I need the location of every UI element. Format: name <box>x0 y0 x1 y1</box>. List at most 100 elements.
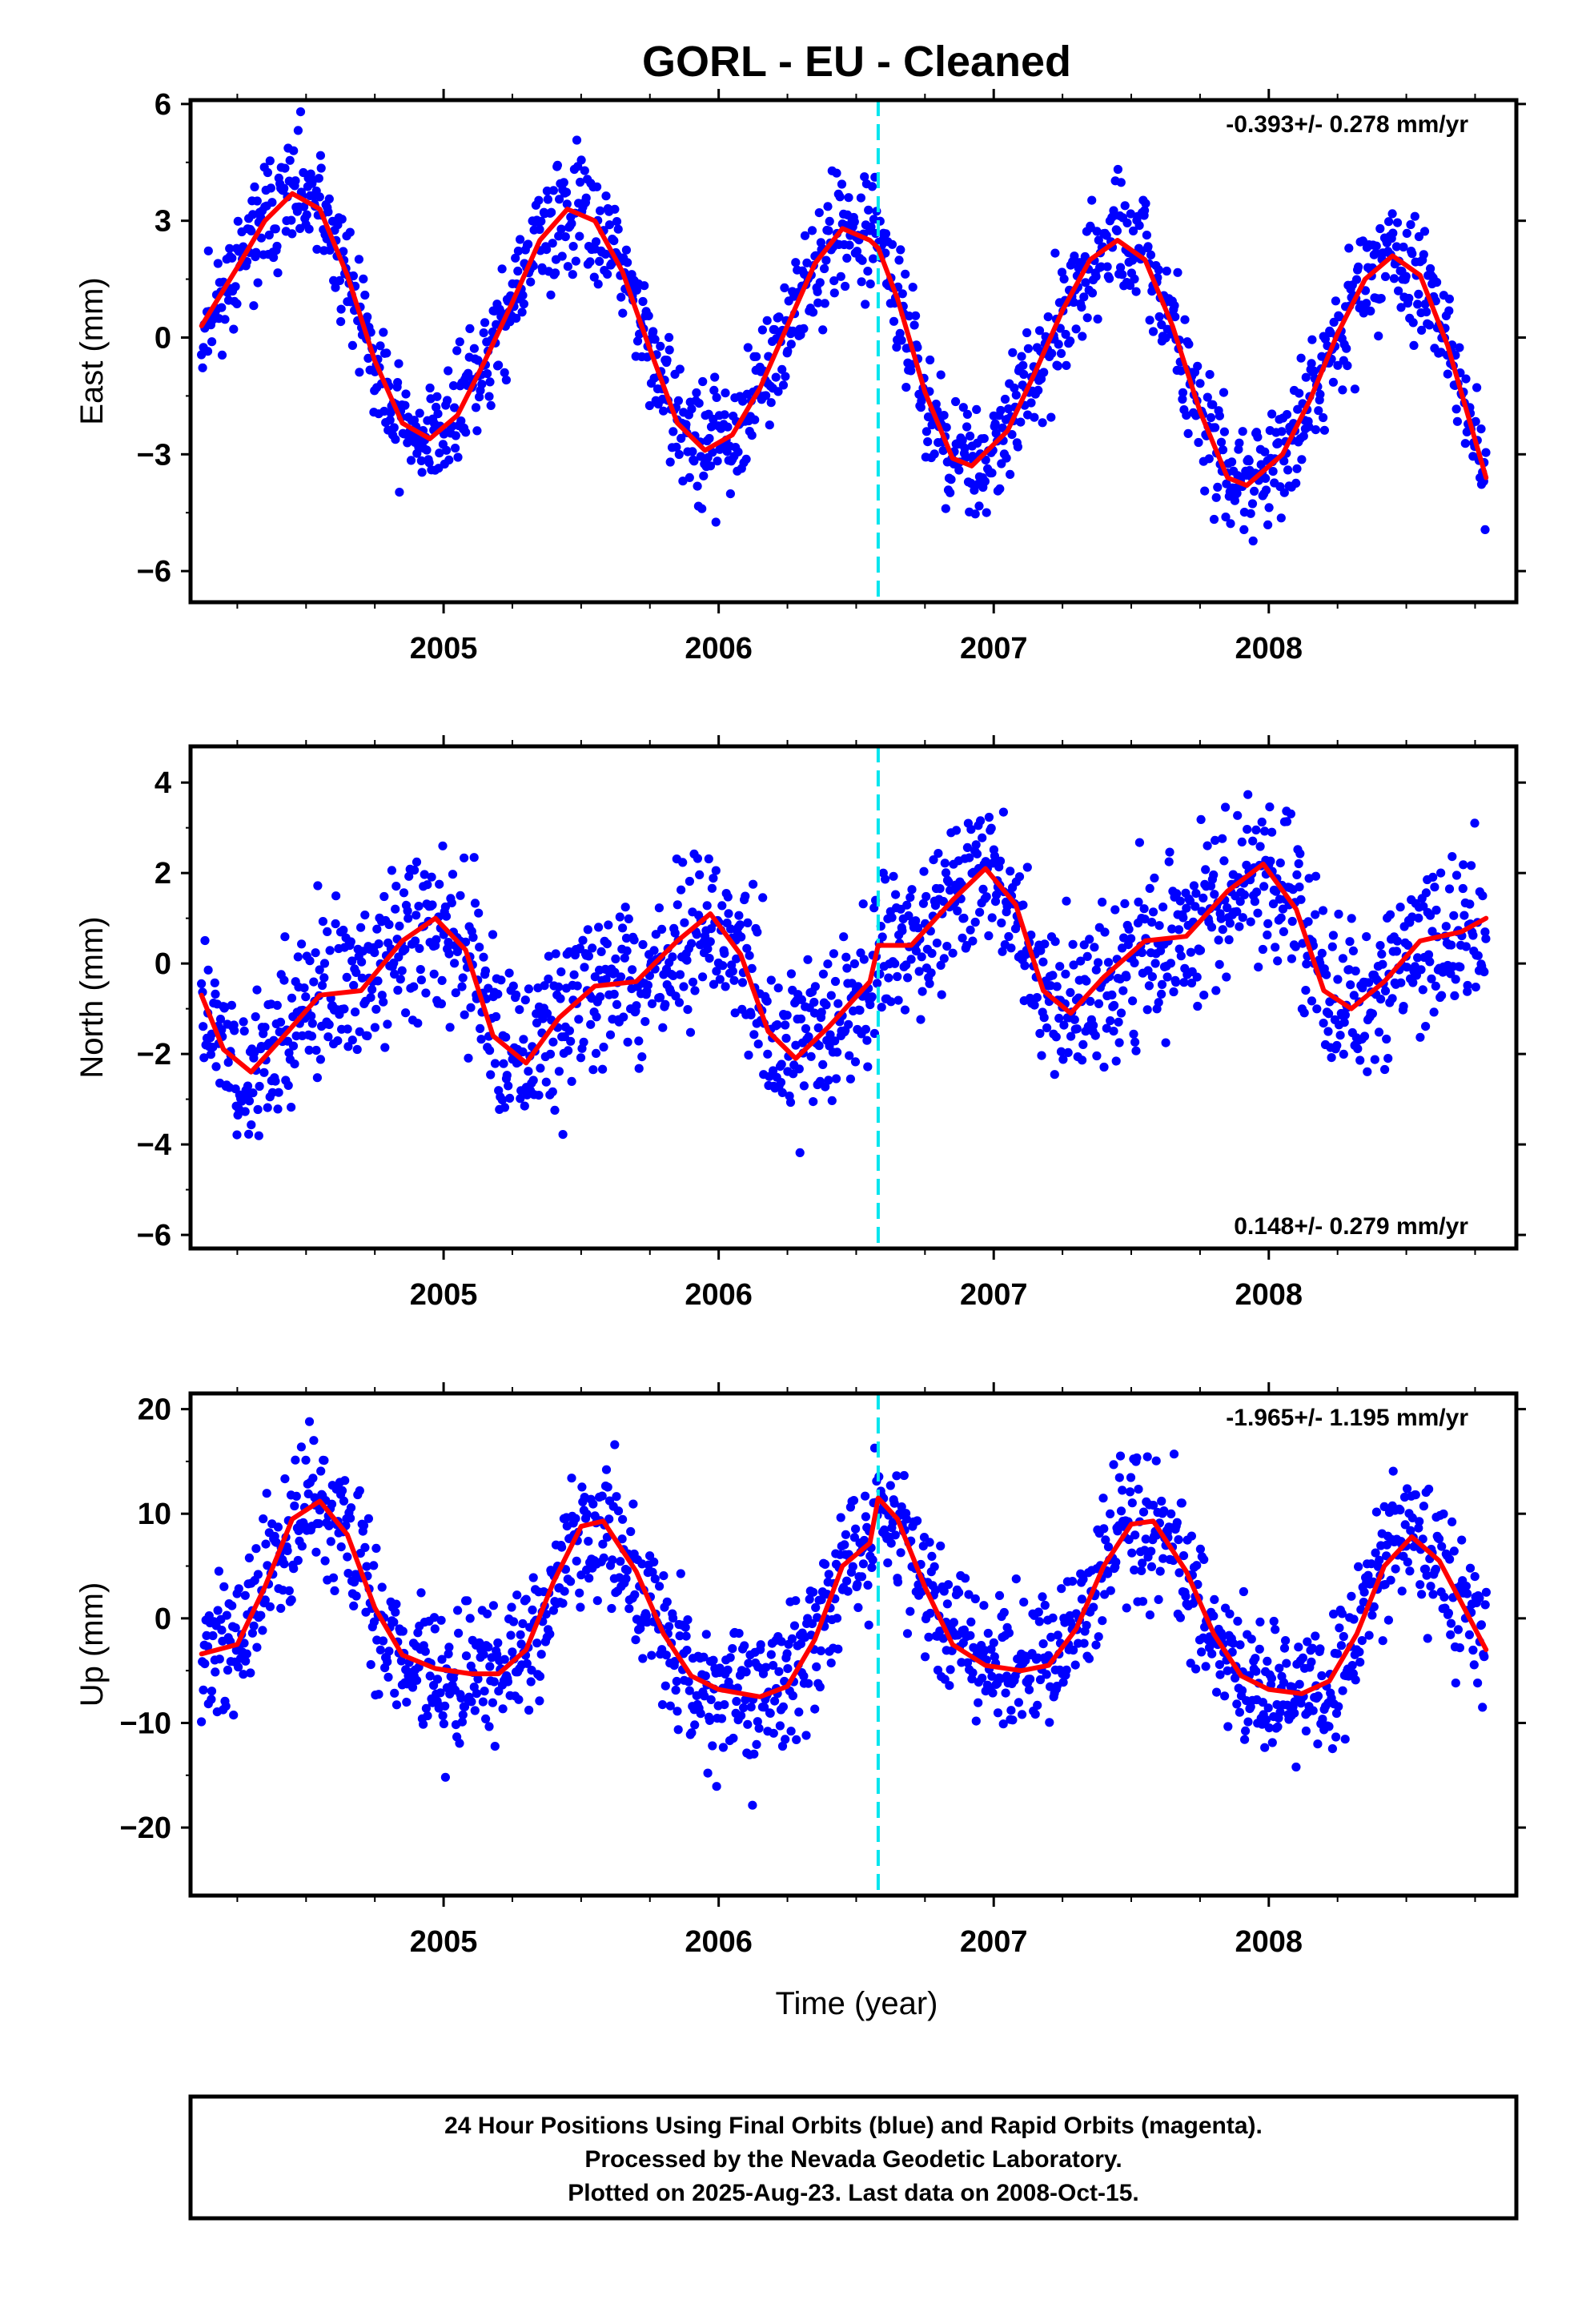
north-point <box>823 959 833 969</box>
north-point <box>1215 959 1224 969</box>
east-point <box>1371 248 1381 258</box>
north-point <box>1114 1038 1124 1047</box>
east-point <box>972 404 982 414</box>
east-point <box>526 277 536 287</box>
north-point <box>972 849 982 858</box>
east-point <box>699 471 709 480</box>
up-point <box>536 1650 546 1659</box>
up-point <box>532 1638 542 1648</box>
up-point <box>588 1499 598 1509</box>
up-point <box>685 1686 694 1695</box>
up-point <box>1355 1647 1364 1657</box>
north-point <box>1224 935 1234 945</box>
up-point <box>256 1610 266 1620</box>
up-point <box>770 1696 780 1706</box>
north-point <box>1260 826 1270 836</box>
east-point <box>849 217 859 227</box>
up-point <box>258 1626 267 1635</box>
up-point <box>705 1715 715 1725</box>
north-point <box>1078 1055 1087 1065</box>
north-point <box>347 1035 357 1045</box>
north-point <box>917 952 926 962</box>
east-point <box>329 275 339 285</box>
east-point <box>824 226 833 235</box>
up-rate-label: -1.965+/- 1.195 mm/yr <box>1226 1405 1468 1431</box>
north-point <box>601 975 611 984</box>
up-point <box>777 1637 786 1647</box>
east-point <box>348 271 358 281</box>
east-point <box>1344 243 1354 253</box>
east-point <box>302 210 311 219</box>
north-point <box>1251 825 1261 834</box>
north-point <box>1413 953 1423 963</box>
east-point <box>339 247 348 256</box>
north-point <box>1460 911 1469 920</box>
east-point <box>435 448 444 458</box>
east-point <box>1471 416 1480 426</box>
east-point <box>1426 263 1435 274</box>
east-point <box>966 431 975 441</box>
up-point <box>1383 1615 1393 1625</box>
up-point <box>853 1602 863 1612</box>
east-point <box>1296 353 1306 363</box>
east-point <box>1371 241 1381 251</box>
north-point <box>709 874 718 883</box>
north-point <box>1199 893 1208 903</box>
up-point <box>239 1670 248 1679</box>
east-point <box>256 233 266 243</box>
up-point <box>294 1526 303 1535</box>
up-point <box>670 1657 680 1667</box>
north-point <box>1182 903 1191 913</box>
east-point <box>1409 340 1419 350</box>
north-point <box>1042 1023 1052 1033</box>
north-point <box>1004 931 1014 942</box>
east-point <box>1297 455 1307 464</box>
east-rate-label: -0.393+/- 0.278 mm/yr <box>1226 111 1468 138</box>
east-point <box>1154 312 1164 322</box>
up-point <box>1115 1451 1126 1461</box>
east-point <box>536 216 546 226</box>
up-point <box>669 1614 678 1623</box>
east-point <box>1002 453 1011 463</box>
east-point <box>227 253 237 263</box>
north-point <box>444 938 453 947</box>
up-point <box>833 1644 843 1654</box>
up-point <box>778 1702 789 1711</box>
east-point <box>1338 385 1347 395</box>
east-point <box>250 182 259 191</box>
up-point <box>938 1634 948 1643</box>
north-point <box>1345 937 1355 947</box>
north-point <box>1302 959 1311 969</box>
east-point <box>464 368 473 378</box>
east-point <box>1419 250 1428 259</box>
north-point <box>534 1091 544 1100</box>
north-point <box>1415 1032 1425 1042</box>
north-point <box>1473 951 1483 960</box>
up-ytick-label: −20 <box>120 1811 171 1845</box>
up-point <box>1447 1517 1457 1526</box>
north-point <box>200 935 210 946</box>
east-point <box>280 163 290 173</box>
north-point <box>1295 849 1305 858</box>
up-point <box>416 1588 426 1598</box>
up-point <box>575 1588 584 1598</box>
east-point <box>1279 488 1289 497</box>
up-point <box>311 1547 321 1557</box>
east-ytick-label: 3 <box>155 205 171 239</box>
up-point <box>753 1717 762 1727</box>
east-point <box>1399 242 1408 252</box>
north-point <box>323 1032 333 1042</box>
north-point <box>444 949 454 959</box>
up-point <box>732 1696 741 1707</box>
up-point <box>211 1667 220 1677</box>
north-point <box>1287 954 1296 963</box>
east-xtick-label: 2005 <box>410 632 478 665</box>
up-point <box>1002 1671 1012 1681</box>
north-point <box>1131 1046 1141 1055</box>
east-point <box>1408 318 1418 328</box>
east-ytick-label: 6 <box>155 88 171 122</box>
up-point <box>1004 1628 1014 1638</box>
north-point <box>984 931 994 941</box>
